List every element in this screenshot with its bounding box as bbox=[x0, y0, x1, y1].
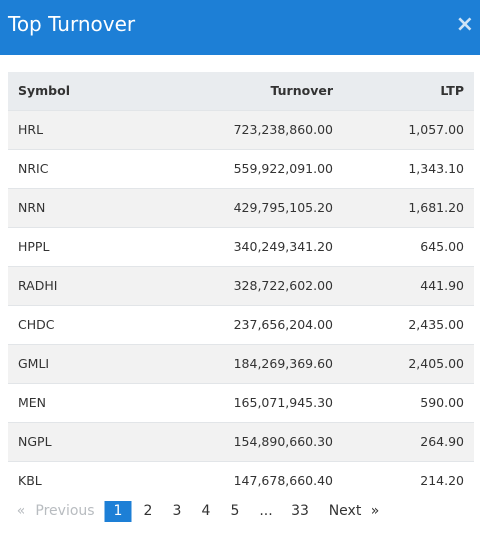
page-link[interactable]: 33 bbox=[291, 503, 309, 519]
page-link[interactable]: Next bbox=[328, 503, 362, 519]
table-cell: NRIC bbox=[18, 161, 49, 176]
table-cell: 441.90 bbox=[420, 278, 464, 293]
table-cell: 165,071,945.30 bbox=[233, 395, 333, 410]
table-cell: 340,249,341.20 bbox=[233, 239, 333, 254]
table-cell: HPPL bbox=[18, 239, 50, 254]
table-cell: HRL bbox=[18, 122, 44, 137]
modal-title: Top Turnover bbox=[8, 12, 136, 36]
page-link: « bbox=[16, 503, 26, 519]
table-cell: 2,405.00 bbox=[408, 356, 464, 371]
modal-header: Top Turnover × bbox=[0, 0, 480, 55]
table-header: Symbol Turnover LTP bbox=[8, 72, 474, 111]
table-cell: 237,656,204.00 bbox=[233, 317, 333, 332]
table-cell: 1,681.20 bbox=[408, 200, 464, 215]
page-link: ... bbox=[259, 503, 273, 519]
column-header: LTP bbox=[440, 83, 464, 98]
table-cell: 2,435.00 bbox=[408, 317, 464, 332]
table-cell: 184,269,369.60 bbox=[233, 356, 333, 371]
table-cell: GMLI bbox=[18, 356, 50, 371]
table-cell: RADHI bbox=[18, 278, 58, 293]
table-cell: 1,343.10 bbox=[408, 161, 464, 176]
table-row: NRIC 559,922,091.00 1,343.10 bbox=[8, 149, 474, 188]
table-cell: 154,890,660.30 bbox=[233, 434, 333, 449]
table-cell: NRN bbox=[18, 200, 46, 215]
page-link[interactable]: 4 bbox=[201, 503, 211, 519]
table-row: NRN 429,795,105.20 1,681.20 bbox=[8, 188, 474, 227]
table-cell: 1,057.00 bbox=[408, 122, 464, 137]
close-button[interactable]: × bbox=[455, 12, 474, 37]
table-cell: 264.90 bbox=[420, 434, 464, 449]
table-cell: 429,795,105.20 bbox=[233, 200, 333, 215]
table-row: NGPL 154,890,660.30 264.90 bbox=[8, 422, 474, 461]
table-cell: MEN bbox=[18, 395, 47, 410]
table-row: GMLI 184,269,369.60 2,405.00 bbox=[8, 344, 474, 383]
column-header: Symbol bbox=[18, 83, 70, 98]
table-cell: 723,238,860.00 bbox=[233, 122, 333, 137]
table-cell: NGPL bbox=[18, 434, 52, 449]
table-cell: 590.00 bbox=[420, 395, 464, 410]
page-link[interactable]: » bbox=[370, 503, 380, 519]
table-row: MEN 165,071,945.30 590.00 bbox=[8, 383, 474, 422]
table-row: HRL 723,238,860.00 1,057.00 bbox=[8, 110, 474, 149]
table-cell: KBL bbox=[18, 473, 42, 488]
table-cell: 645.00 bbox=[420, 239, 464, 254]
page-link: Previous bbox=[35, 503, 95, 519]
table-cell: 214.20 bbox=[420, 473, 464, 488]
page-link[interactable]: 3 bbox=[172, 503, 182, 519]
column-header: Turnover bbox=[270, 83, 334, 98]
table-row: RADHI 328,722,602.00 441.90 bbox=[8, 266, 474, 305]
table-row: HPPL 340,249,341.20 645.00 bbox=[8, 227, 474, 266]
table-row: KBL 147,678,660.40 214.20 bbox=[8, 461, 474, 500]
page-link[interactable]: 1 bbox=[104, 501, 132, 522]
table-row: CHDC 237,656,204.00 2,435.00 bbox=[8, 305, 474, 344]
table-cell: 147,678,660.40 bbox=[233, 473, 333, 488]
table-cell: CHDC bbox=[18, 317, 55, 332]
page-link[interactable]: 5 bbox=[230, 503, 240, 519]
table-cell: 559,922,091.00 bbox=[233, 161, 333, 176]
table-cell: 328,722,602.00 bbox=[233, 278, 333, 293]
page-link[interactable]: 2 bbox=[143, 503, 153, 519]
